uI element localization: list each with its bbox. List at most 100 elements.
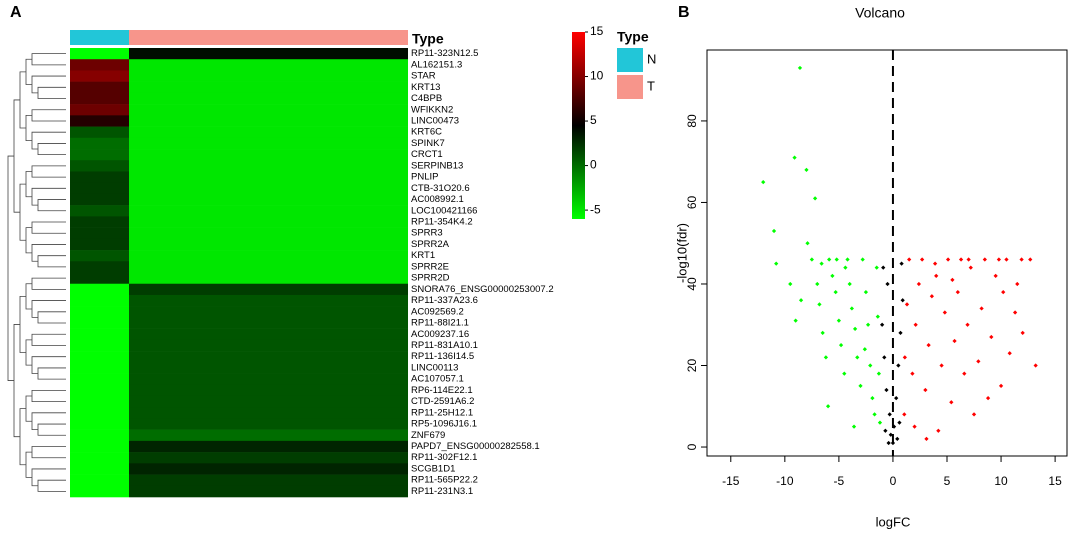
point — [836, 318, 842, 323]
row-label: LINC00113 — [411, 362, 458, 373]
panel-label: B — [678, 4, 690, 21]
heatmap-cell — [70, 92, 129, 105]
heatmap-cell — [70, 272, 129, 285]
point — [874, 265, 879, 270]
point — [1028, 257, 1033, 262]
point — [1015, 281, 1020, 287]
color-tick-label: 0 — [590, 158, 597, 172]
type-bar — [70, 30, 129, 45]
dendrogram — [37, 479, 66, 492]
dendrogram — [25, 171, 32, 198]
dendrogram — [25, 227, 32, 254]
heatmap-cell — [129, 407, 408, 419]
x-tick-label: 15 — [1048, 474, 1062, 488]
row-label: RP11-88I21.1 — [411, 318, 469, 329]
point — [845, 257, 850, 262]
point — [788, 281, 793, 287]
heatmap-cell — [129, 81, 408, 94]
heatmap-cell — [70, 104, 129, 116]
heatmap-cell — [70, 70, 129, 82]
heatmap-cell — [129, 452, 408, 464]
heatmap-cell — [129, 205, 408, 217]
heatmap-cell — [129, 250, 408, 262]
heatmap-cell — [70, 463, 129, 475]
point — [934, 273, 939, 278]
x-tick-label: 5 — [944, 474, 951, 488]
heatmap-cell — [70, 283, 129, 296]
heatmap-cell — [70, 294, 129, 307]
heatmap-cell — [129, 373, 408, 386]
dendrogram — [19, 183, 26, 241]
point — [820, 330, 825, 336]
dendrogram — [31, 187, 66, 206]
row-label: CTB-31O20.6 — [411, 183, 470, 194]
type-label: Type — [412, 31, 444, 47]
dendrogram — [25, 283, 32, 310]
dendrogram — [37, 423, 66, 436]
heatmap-cell — [129, 306, 408, 318]
point — [894, 395, 899, 401]
heatmap-cell — [70, 59, 129, 71]
point — [896, 363, 901, 368]
point — [847, 281, 852, 287]
heatmap-cell — [129, 328, 408, 341]
row-label: RP11-565P22.2 — [411, 475, 478, 486]
point — [965, 322, 970, 327]
point — [877, 420, 883, 425]
row-label: AC107057.1 — [411, 374, 464, 385]
y-tick-label: 40 — [685, 277, 699, 291]
point — [907, 257, 912, 262]
row-label: RP11-136I14.5 — [411, 351, 474, 362]
point — [895, 436, 900, 442]
row-label: PNLIP — [411, 172, 438, 183]
heatmap-cell — [129, 418, 408, 430]
legend-swatch — [617, 75, 643, 99]
point — [1007, 351, 1012, 356]
heatmap-cell — [70, 306, 129, 318]
point — [949, 400, 954, 405]
heatmap-cell — [70, 171, 129, 183]
row-label: RP5-1096J16.1 — [411, 419, 477, 430]
dendrogram — [37, 255, 66, 268]
heatmap-cell — [129, 193, 408, 206]
point — [900, 298, 905, 303]
row-label: SNORA76_ENSG00000253007.2 — [411, 284, 554, 295]
heatmap-cell — [129, 137, 408, 150]
heatmap-cell — [129, 182, 408, 195]
heatmap-cell — [70, 474, 129, 487]
point — [897, 420, 902, 425]
row-label: AL162151.3 — [411, 59, 462, 70]
point — [904, 302, 910, 307]
row-label: LOC100421166 — [411, 205, 477, 216]
point — [833, 290, 838, 295]
dendrogram — [19, 295, 26, 353]
dendrogram — [31, 53, 66, 66]
point — [849, 306, 854, 311]
heatmap-cell — [70, 182, 129, 195]
point — [843, 265, 848, 270]
dendrogram — [31, 356, 66, 374]
heatmap-cell — [70, 429, 129, 442]
point — [939, 363, 944, 368]
point — [966, 257, 971, 262]
point — [819, 261, 824, 266]
heatmap-cell — [70, 250, 129, 262]
point — [852, 326, 858, 331]
panel-label: A — [10, 4, 22, 21]
heatmap-cell — [129, 429, 408, 442]
point — [761, 179, 766, 185]
color-tick-label: 5 — [590, 113, 597, 127]
point — [945, 257, 951, 262]
point — [885, 281, 890, 287]
point — [996, 257, 1002, 262]
point — [912, 424, 917, 429]
point — [1019, 257, 1024, 262]
point — [805, 241, 810, 246]
point — [936, 428, 941, 433]
point — [817, 302, 822, 307]
heatmap-cell — [129, 485, 408, 498]
heatmap-cell — [70, 193, 129, 206]
color-tick-label: 15 — [590, 24, 604, 38]
point — [883, 428, 888, 433]
heatmap-cell — [129, 171, 408, 183]
